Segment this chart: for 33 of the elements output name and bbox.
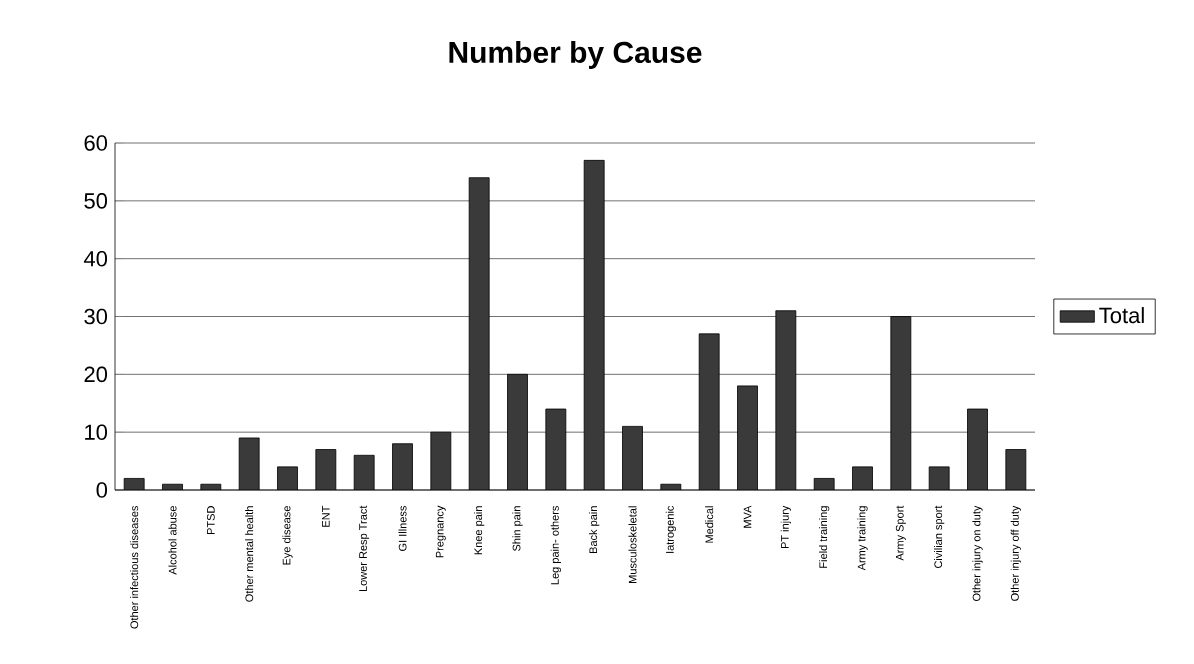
x-tick-label: Iatrogenic: [665, 505, 676, 553]
x-tick-label: Civilian sport: [934, 505, 945, 568]
x-tick-label: Other injury off duty: [1010, 505, 1021, 601]
x-tick-label: Other injury on duty: [972, 505, 983, 602]
x-tick-label: Musculoskeletal: [628, 506, 637, 583]
x-tick-label: PT injury: [780, 505, 791, 549]
x-tick-label: Army training: [857, 506, 868, 571]
y-tick-label: 50: [84, 193, 108, 209]
x-tick-label: Field training: [819, 506, 830, 568]
x-tick-label: PTSD: [206, 506, 215, 535]
x-tick-label: Back pain: [589, 506, 600, 553]
y-tick-label: 40: [83, 250, 108, 267]
x-tick-label: Other mental health: [245, 506, 254, 602]
x-tick-label: Army Sport: [895, 505, 906, 561]
x-tick-label: MVA: [743, 505, 752, 528]
x-tick-label: Lower Resp Tract: [359, 505, 370, 592]
x-tick-label: GI Illness: [398, 506, 407, 551]
x-tick-label: Leg pain- others: [550, 506, 561, 585]
x-tick-label: ENT: [322, 505, 330, 527]
x-tick-label: Other infectious diseases: [130, 506, 139, 629]
y-tick-label: 10: [85, 424, 108, 440]
y-tick-label: 30: [84, 308, 108, 325]
legend-label: Total: [1099, 307, 1144, 324]
x-tick-label: Eye disease: [282, 506, 293, 565]
x-tick-label: Shin pain: [512, 506, 523, 551]
chart-title: Number by Cause: [449, 41, 702, 69]
y-tick-label: 60: [84, 135, 108, 151]
y-tick-label: 0: [96, 482, 108, 498]
x-tick-label: Pregnancy: [435, 505, 446, 558]
y-tick-label: 20: [84, 366, 108, 383]
x-tick-label: Knee pain: [474, 506, 485, 555]
x-tick-label: Medical: [705, 506, 714, 543]
x-tick-label: Alcohol abuse: [168, 506, 177, 575]
